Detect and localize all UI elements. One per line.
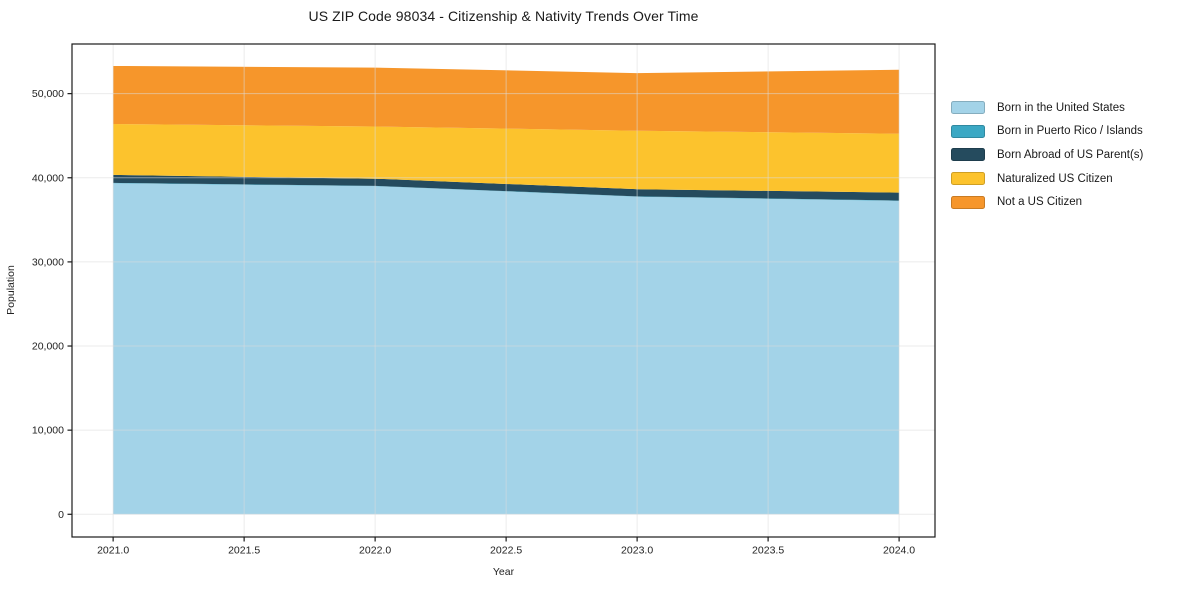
x-tick-label: 2024.0 — [883, 545, 915, 557]
y-tick-label: 20,000 — [32, 341, 64, 353]
legend-label: Not a US Citizen — [997, 196, 1083, 209]
legend-item: Born in Puerto Rico / Islands — [951, 124, 1143, 138]
gridlines — [72, 44, 935, 537]
chart-title: US ZIP Code 98034 - Citizenship & Nativi… — [308, 8, 699, 24]
legend-item: Born in the United States — [951, 101, 1143, 114]
x-axis-label: Year — [493, 566, 515, 578]
legend-swatch-icon — [951, 124, 985, 138]
legend-swatch-icon — [951, 148, 985, 162]
x-tick-label: 2022.5 — [490, 545, 522, 557]
y-axis-label: Population — [5, 265, 17, 315]
x-tick-label: 2021.0 — [97, 545, 129, 557]
plot-frame — [71, 43, 936, 538]
legend-label: Born Abroad of US Parent(s) — [997, 148, 1144, 161]
y-tick-label: 0 — [58, 509, 64, 521]
legend-item: Not a US Citizen — [951, 195, 1143, 209]
legend-item: Naturalized US Citizen — [951, 172, 1143, 186]
legend-swatch-icon — [951, 195, 985, 209]
y-tick-label: 10,000 — [32, 425, 64, 437]
x-tick-labels: 2021.0 2021.5 2022.0 2022.5 2023.0 2023.5 2024… — [97, 545, 915, 557]
legend-swatch-icon — [951, 101, 985, 114]
y-tick-label: 30,000 — [32, 256, 64, 268]
legend: Born in the United States Born in Puerto … — [951, 101, 1143, 219]
x-tick-label: 2023.0 — [621, 545, 653, 557]
legend-item: Born Abroad of US Parent(s) — [951, 148, 1144, 162]
y-tick-label: 50,000 — [32, 88, 64, 100]
legend-label: Born in the United States — [997, 101, 1125, 114]
legend-label: Born in Puerto Rico / Islands — [997, 125, 1143, 138]
y-tick-label: 40,000 — [32, 172, 64, 184]
legend-swatch-icon — [951, 172, 985, 186]
legend-label: Naturalized US Citizen — [997, 172, 1113, 185]
axis-ticks — [67, 93, 900, 542]
x-tick-label: 2023.5 — [752, 545, 784, 557]
y-tick-labels: 0 10,000 20,000 30,000 40,000 50,000 — [32, 88, 64, 521]
x-tick-label: 2021.5 — [228, 545, 260, 557]
x-tick-label: 2022.0 — [359, 545, 391, 557]
